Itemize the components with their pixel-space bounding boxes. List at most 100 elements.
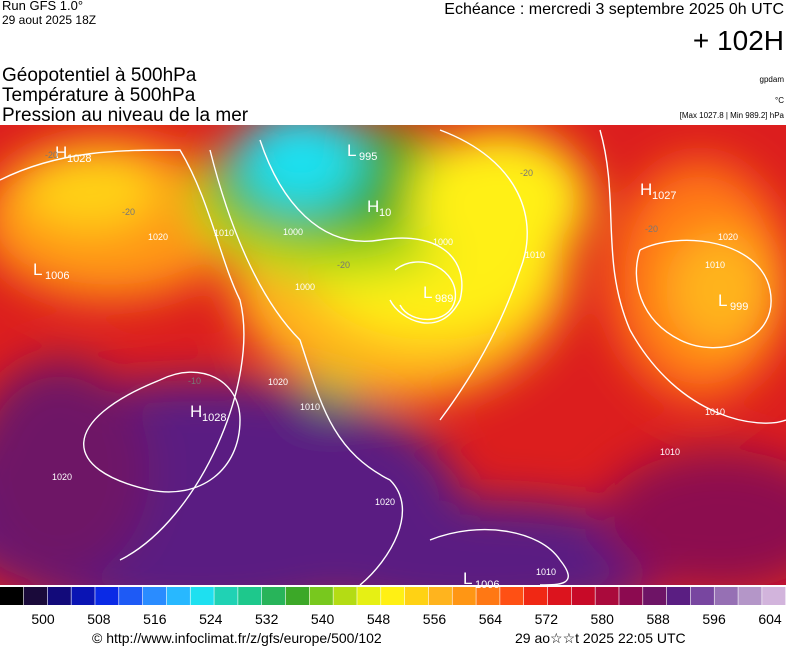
isobar-label: 1010: [660, 447, 680, 457]
colorbar: 500 508 516 524 532 540 548 556 564 572 580 588 596 6…: [0, 587, 786, 627]
colorbar-tick-label: 572: [535, 611, 559, 627]
field-label: Géopotentiel à 500hPa: [2, 65, 197, 86]
isobar-label: 1000: [433, 237, 453, 247]
colorbar-swatch: [452, 587, 476, 605]
field-label: Pression au niveau de la mer: [2, 105, 249, 126]
center-kind: L: [423, 283, 432, 302]
colorbar-swatch: [0, 587, 24, 605]
unit-label: [Max 1027.8 | Min 989.2] hPa: [680, 111, 785, 120]
colorbar-swatch: [666, 587, 691, 605]
run-date: 29 aout 2025 18Z: [2, 13, 96, 27]
run-label: Run GFS 1.0°: [2, 0, 83, 13]
colorbar-tick-label: 556: [423, 611, 447, 627]
colorbar-tick-label: 580: [591, 611, 615, 627]
colorbar-swatch: [595, 587, 619, 605]
colorbar-tick-label: 500: [31, 611, 55, 627]
colorbar-swatch: [262, 587, 286, 605]
colorbar-tick-label: 540: [311, 611, 335, 627]
colorbar-swatch: [714, 587, 738, 605]
colorbar-tick-label: 508: [87, 611, 111, 627]
colorbar-swatch: [428, 587, 452, 605]
isobar-label: 1010: [536, 567, 556, 577]
pressure-center: L 995: [347, 141, 377, 163]
center-kind: L: [718, 291, 727, 310]
center-value: 1006: [475, 579, 499, 591]
colorbar-swatch: [214, 587, 238, 605]
colorbar-swatch: [47, 587, 71, 605]
center-kind: L: [33, 260, 42, 279]
temperature-label: -20: [520, 168, 533, 178]
colorbar-tick-label: 532: [255, 611, 279, 627]
center-value: 989: [435, 293, 453, 305]
colorbar-tick-label: 524: [199, 611, 223, 627]
pressure-center: L 999: [718, 291, 748, 313]
colorbar-swatch: [142, 587, 167, 605]
unit-label: gpdam: [760, 75, 785, 84]
pressure-center: L 1006: [33, 260, 69, 282]
temperature-label: -20: [337, 260, 350, 270]
colorbar-swatch: [333, 587, 357, 605]
pressure-center: H 1028: [190, 402, 226, 424]
isobar-label: 1000: [283, 227, 303, 237]
temperature-label: -20: [122, 207, 135, 217]
center-kind: H: [640, 180, 652, 199]
colorbar-swatch: [238, 587, 262, 605]
colorbar-swatch: [619, 587, 643, 605]
center-value: 10: [379, 207, 391, 219]
colorbar-swatch: [190, 587, 214, 605]
isobar-label: 1020: [52, 472, 72, 482]
center-value: 995: [359, 151, 377, 163]
valid-time: Echéance : mercredi 3 septembre 2025 0h …: [444, 1, 784, 18]
isobar-label: 1010: [705, 260, 725, 270]
temperature-label: -10: [188, 376, 201, 386]
center-value: 999: [730, 301, 748, 313]
colorbar-swatch: [476, 587, 500, 605]
pressure-center: L 989: [423, 283, 453, 305]
colorbar-swatch: [119, 587, 143, 605]
colorbar-swatch: [738, 587, 762, 605]
colorbar-swatch: [71, 587, 95, 605]
colorbar-swatch: [285, 587, 310, 605]
isobar-label: 1020: [268, 377, 288, 387]
center-kind: H: [367, 197, 379, 216]
pressure-center: H 1028: [55, 143, 91, 165]
colorbar-swatch: [690, 587, 714, 605]
temperature-label: -20: [645, 224, 658, 234]
temperature-label: -20: [45, 150, 58, 160]
colorbar-swatch: [166, 587, 190, 605]
colorbar-tick-label: 548: [367, 611, 391, 627]
center-value: 1027: [652, 190, 676, 202]
colorbar-tick-label: 564: [479, 611, 503, 627]
isobar-label: 1010: [525, 250, 545, 260]
colorbar-swatch: [23, 587, 48, 605]
isobar-label: 1010: [300, 402, 320, 412]
colorbar-swatch: [524, 587, 548, 605]
colorbar-swatch: [500, 587, 524, 605]
colorbar-tick-label: 588: [646, 611, 670, 627]
center-value: 1006: [45, 270, 69, 282]
generated-time: 29 ao☆☆t 2025 22:05 UTC: [515, 630, 686, 646]
colorbar-tick-label: 516: [143, 611, 167, 627]
isobar-label: 1000: [295, 282, 315, 292]
colorbar-swatch: [95, 587, 119, 605]
pressure-center: L 1006: [463, 569, 499, 591]
isobar-label: 1010: [214, 228, 234, 238]
colorbar-swatch: [309, 587, 333, 605]
unit-label: °C: [775, 96, 784, 105]
isobar-label: 1010: [705, 407, 725, 417]
center-kind: H: [190, 402, 202, 421]
center-kind: L: [347, 141, 356, 160]
colorbar-swatch: [404, 587, 429, 605]
lead-time: + 102H: [693, 25, 784, 56]
pressure-center: H 10: [367, 197, 391, 219]
colorbar-swatch: [643, 587, 667, 605]
center-kind: H: [55, 143, 67, 162]
center-value: 1028: [67, 153, 91, 165]
colorbar-swatch: [547, 587, 572, 605]
map-field: [0, 125, 786, 585]
colorbar-swatch: [381, 587, 405, 605]
isobar-label: 1020: [148, 232, 168, 242]
center-value: 1028: [202, 412, 226, 424]
